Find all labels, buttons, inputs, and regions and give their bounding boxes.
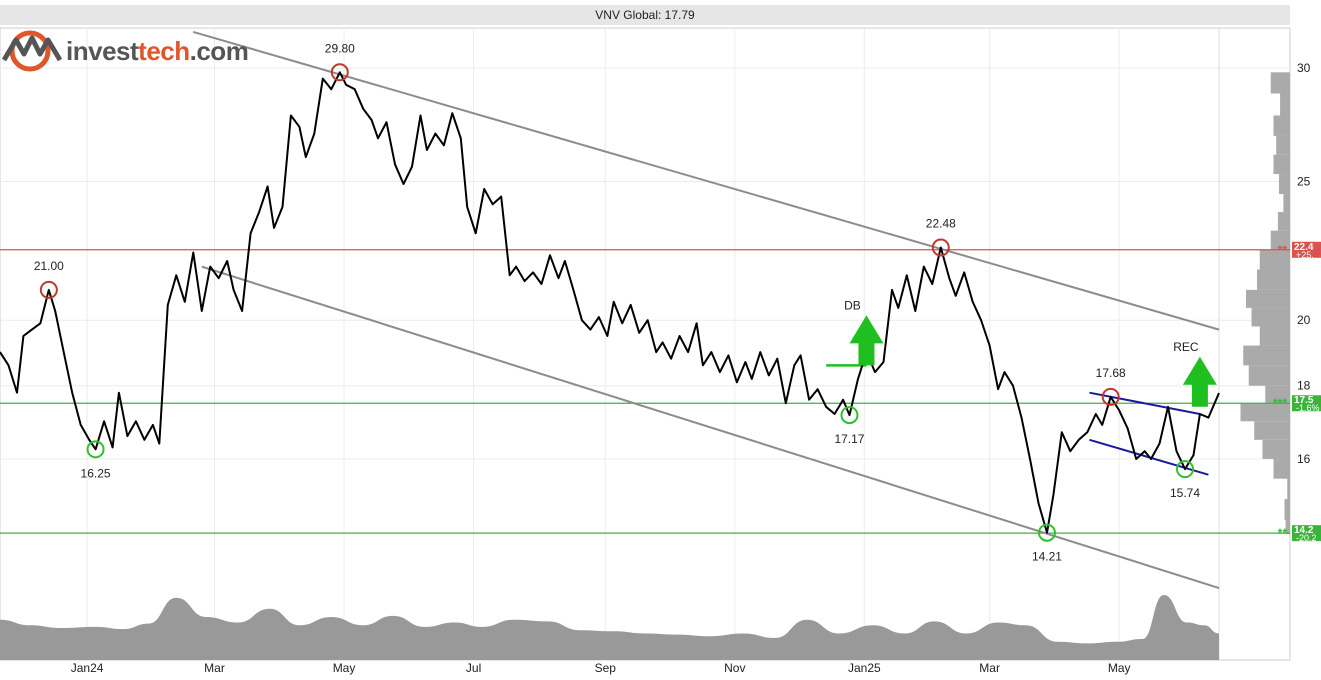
volume-profile-bar [1257, 269, 1290, 290]
x-tick-label: Nov [724, 661, 745, 675]
trend-channel-line [192, 30, 1220, 331]
extreme-label: 16.25 [81, 466, 111, 480]
chart-title: VNV Global: 17.79 [595, 8, 695, 22]
level-pct-label: -1.6% [1296, 403, 1320, 413]
x-tick-label: Mar [204, 661, 225, 675]
logo-wordmark: investtech.com [66, 35, 249, 66]
level-stars: ** [1278, 526, 1288, 540]
x-tick-label: Jan24 [71, 661, 104, 675]
y-tick-label: 18 [1297, 379, 1311, 393]
bottom-marker [1176, 460, 1195, 479]
buy-signal-arrow-icon [1182, 356, 1217, 407]
level-label-box [1292, 395, 1321, 412]
volume-profile-bar [1251, 307, 1290, 327]
extreme-label: 29.80 [325, 41, 355, 55]
volume-profile-bar [1259, 326, 1290, 346]
volume-profile-bar [1270, 72, 1290, 94]
volume-profile-bar [1285, 520, 1290, 535]
price-line [0, 71, 1220, 534]
volume-profile-bar [1265, 385, 1290, 404]
level-stars: ** [1278, 243, 1288, 257]
volume-profile-bar [1273, 154, 1290, 175]
x-tick-label: May [1108, 661, 1131, 675]
extreme-label: 17.68 [1096, 366, 1126, 380]
level-stars: *** [1273, 396, 1287, 410]
volume-profile-bar [1273, 115, 1290, 136]
x-tick-label: Sep [595, 661, 617, 675]
bottom-marker [840, 406, 859, 425]
level-value-label: 17.5 [1294, 395, 1314, 406]
level-value-label: 14.2 [1294, 525, 1314, 536]
rectangle-pattern-line [1089, 391, 1201, 415]
level-label-box [1292, 525, 1321, 542]
volume-profile-bar [1283, 194, 1290, 213]
volume-profile-bar [1277, 212, 1290, 231]
level-pct-label: +25. [1296, 250, 1314, 260]
volume-area [0, 595, 1219, 660]
logo-mark-icon [2, 30, 62, 72]
y-tick-label: 25 [1297, 174, 1311, 188]
volume-profile-bar [1276, 135, 1290, 155]
volume-profile-bar [1262, 439, 1290, 459]
extreme-label: 21.00 [34, 259, 64, 273]
plot-frame [0, 27, 1291, 661]
volume-profile-bar [1287, 478, 1290, 500]
volume-profile-bar [1280, 93, 1290, 116]
volume-profile-bar [1270, 230, 1290, 250]
volume-profile-bar [1248, 365, 1290, 386]
volume-profile-bar [1259, 249, 1290, 270]
volume-profile-bar [1246, 289, 1290, 308]
volume-profile-bar [1240, 403, 1290, 422]
extreme-label: 14.21 [1032, 550, 1062, 564]
x-tick-label: Mar [979, 661, 1000, 675]
signal-label: REC [1173, 340, 1199, 354]
y-tick-label: 16 [1297, 452, 1311, 466]
extreme-label: 15.74 [1170, 486, 1200, 500]
x-tick-label: Jan25 [848, 661, 881, 675]
x-tick-label: May [333, 661, 356, 675]
volume-profile-bar [1284, 499, 1290, 521]
buy-signal-arrow-icon [849, 315, 884, 366]
top-marker [330, 63, 349, 82]
y-tick-label: 20 [1297, 313, 1311, 327]
x-tick-label: Jul [466, 661, 481, 675]
volume-profile-bar [1243, 345, 1290, 366]
bottom-marker [1037, 523, 1056, 542]
signal-label: DB [844, 298, 861, 312]
volume-profile-bar [1254, 421, 1290, 440]
investtech-logo: investtech.com [2, 28, 249, 74]
chart-title-bar: VNV Global: 17.79 [0, 5, 1290, 25]
level-value-label: 22.4 [1294, 242, 1314, 253]
top-marker [1101, 387, 1120, 406]
volume-profile-bar [1279, 174, 1290, 195]
top-marker [931, 238, 950, 257]
extreme-label: 22.48 [926, 217, 956, 231]
extreme-label: 17.17 [834, 432, 864, 446]
bottom-marker [86, 440, 105, 459]
top-marker [39, 280, 58, 299]
trend-channel-line [201, 265, 1220, 590]
level-pct-label: -20.2 [1296, 533, 1317, 543]
volume-profile-bar [1273, 458, 1290, 479]
level-label-box [1292, 241, 1321, 258]
y-tick-label: 30 [1297, 61, 1311, 75]
